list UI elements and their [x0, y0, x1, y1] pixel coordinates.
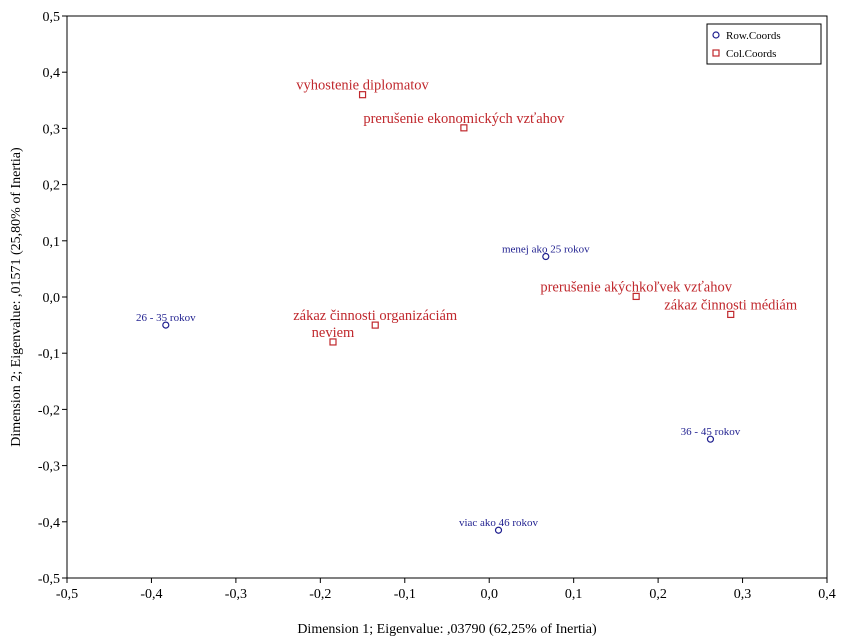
- row-point-label: viac ako 46 rokov: [459, 517, 539, 529]
- legend: Row.Coords Col.Coords: [706, 23, 822, 65]
- x-tick-label: -0,1: [394, 587, 416, 602]
- row-point-label: menej ako 25 rokov: [502, 244, 590, 256]
- x-tick-label: 0,3: [734, 587, 752, 602]
- col-point-marker: [329, 338, 337, 346]
- row-point-marker: [162, 321, 170, 329]
- x-tick-label: 0,1: [565, 587, 583, 602]
- col-point-marker: [727, 310, 735, 319]
- row-point-label: 26 - 35 rokov: [136, 312, 196, 324]
- y-axis-title: Dimension 2; Eigenvalue: ,01571 (25,80% …: [9, 147, 24, 447]
- x-tick-label: -0,2: [309, 587, 331, 602]
- x-tick-label: 0,0: [480, 587, 498, 602]
- y-tick-label: -0,5: [38, 572, 60, 587]
- row-point-label: 36 - 45 rokov: [681, 426, 741, 438]
- x-axis-title: Dimension 1; Eigenvalue: ,03790 (62,25% …: [297, 622, 597, 637]
- legend-box: [706, 23, 822, 65]
- y-tick-label: 0,3: [43, 122, 61, 137]
- legend-row-marker: [712, 31, 720, 39]
- y-tick-label: 0,4: [43, 66, 61, 81]
- col-point-marker: [632, 292, 640, 301]
- y-tick-label: 0,5: [43, 10, 61, 25]
- y-tick-label: 0,0: [43, 291, 61, 306]
- col-point-label: vyhostenie diplomatov: [296, 78, 429, 94]
- y-tick-label: 0,1: [43, 235, 61, 250]
- col-point-label: zákaz činnosti organizáciám: [293, 308, 458, 324]
- col-point-marker: [460, 124, 468, 132]
- y-tick-label: -0,1: [38, 347, 60, 362]
- y-tick-label: -0,2: [38, 403, 60, 418]
- y-tick-label: -0,3: [38, 460, 60, 475]
- legend-col-label: Col.Coords: [726, 48, 776, 60]
- y-tick-label: 0,2: [43, 179, 61, 194]
- row-point-marker: [706, 435, 715, 443]
- col-point-marker: [358, 91, 367, 99]
- col-point-marker: [371, 321, 379, 329]
- x-tick-label: -0,4: [140, 587, 162, 602]
- col-point-label: neviem: [312, 325, 355, 341]
- col-point-label: prerušenie ekonomických vzťahov: [363, 111, 565, 127]
- x-tick-label: -0,3: [225, 587, 247, 602]
- col-point-label: prerušenie akýchkoľvek vzťahov: [540, 279, 732, 295]
- x-tick-label: 0,4: [818, 587, 836, 602]
- row-point-marker: [542, 252, 550, 261]
- x-tick-label: -0,5: [56, 587, 78, 602]
- legend-col-marker: [712, 49, 720, 57]
- legend-row-label: Row.Coords: [726, 30, 781, 42]
- row-point-marker: [494, 526, 503, 534]
- y-tick-label: -0,4: [38, 516, 60, 531]
- x-tick-label: 0,2: [649, 587, 667, 602]
- col-point-label: zákaz činnosti médiám: [664, 297, 798, 313]
